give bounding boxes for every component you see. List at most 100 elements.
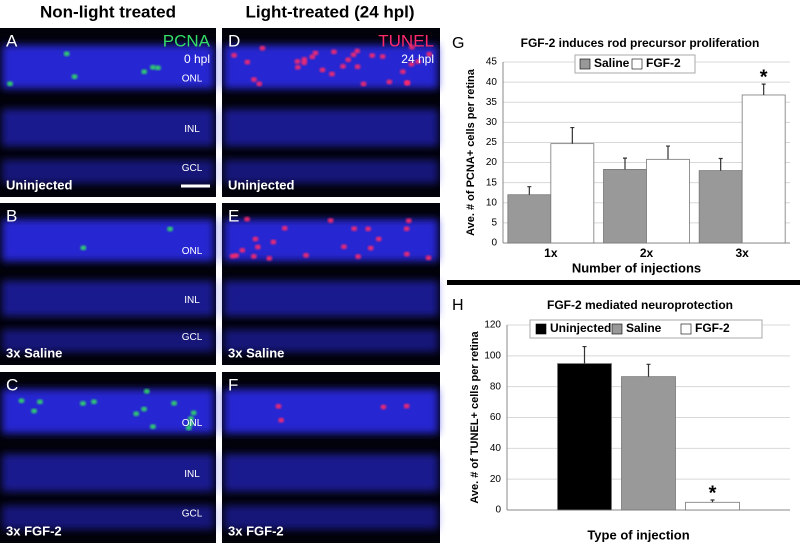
bar [550, 143, 595, 244]
labeled-cell [244, 59, 251, 65]
labeled-cell [141, 69, 148, 75]
y-tick-label: 0 [495, 505, 501, 516]
y-tick-label: 45 [486, 57, 498, 68]
labeled-cell [403, 403, 410, 409]
labeled-cell [7, 81, 14, 87]
labeled-cell [354, 64, 361, 70]
legend-swatch [631, 58, 643, 70]
labeled-cell [303, 252, 310, 258]
labeled-cell [294, 64, 301, 70]
y-tick-label: 25 [486, 137, 498, 148]
legend-label: Saline [626, 321, 662, 335]
condition-label: Uninjected [228, 177, 295, 192]
error-bar [582, 345, 587, 364]
labeled-cell [259, 45, 266, 51]
bar [621, 376, 676, 511]
panel-label: F [228, 375, 238, 394]
labeled-cell [252, 236, 259, 242]
nuclear-layer [2, 389, 214, 434]
layer-label: INL [184, 295, 200, 306]
error-bar [527, 186, 532, 195]
error-bar [646, 363, 651, 377]
labeled-cell [354, 48, 361, 54]
labeled-cell [386, 79, 393, 85]
labeled-cell [294, 58, 301, 64]
labeled-cell [149, 424, 156, 430]
condition-label: 3x FGF-2 [6, 523, 62, 538]
nuclear-layer [224, 329, 438, 353]
nuclear-layer [2, 454, 214, 492]
labeled-cell [141, 406, 148, 412]
labeled-cell [367, 245, 374, 251]
labeled-cell [301, 60, 308, 66]
nuclear-layer [2, 109, 214, 147]
labeled-cell [415, 59, 422, 65]
y-tick-label: 35 [486, 97, 498, 108]
x-axis-label: Number of injections [572, 260, 701, 275]
layer-label: ONL [182, 418, 203, 429]
chart-title: FGF-2 mediated neuroprotection [547, 298, 733, 312]
y-tick-label: 40 [490, 443, 502, 454]
nuclear-layer [2, 44, 214, 89]
labeled-cell [309, 54, 316, 60]
labeled-cell [380, 404, 387, 410]
y-tick-label: 15 [486, 177, 498, 188]
nuclear-layer [224, 280, 438, 317]
labeled-cell [375, 236, 382, 242]
nuclear-layer [2, 329, 214, 353]
labeled-cell [312, 50, 319, 56]
panel-label: D [228, 31, 240, 50]
labeled-cell [340, 244, 347, 250]
labeled-cell [355, 254, 362, 260]
labeled-cell [351, 226, 358, 232]
labeled-cell [369, 53, 376, 59]
legend-label: Saline [594, 56, 630, 70]
condition-label: 3x Saline [6, 345, 62, 360]
condition-label: 3x FGF-2 [228, 523, 284, 538]
bar [698, 170, 743, 244]
labeled-cell [365, 226, 372, 232]
time-label: 0 hpl [184, 52, 210, 66]
layer-label: ONL [182, 73, 203, 84]
labeled-cell [250, 253, 257, 259]
nuclear-layer [224, 454, 438, 492]
labeled-cell [185, 425, 192, 431]
error-bar [623, 157, 627, 170]
nuclear-layer [224, 109, 438, 147]
nuclear-layer [2, 280, 214, 317]
panel-label: A [6, 31, 18, 50]
labeled-cell [187, 421, 194, 427]
y-tick-label: 80 [490, 381, 502, 392]
layer-label: ONL [182, 246, 203, 257]
x-tick-label: 3x [735, 246, 749, 260]
labeled-cell [327, 218, 334, 224]
labeled-cell [275, 403, 282, 409]
labeled-cell [254, 244, 261, 250]
labeled-cell [231, 52, 238, 58]
y-tick-label: 20 [486, 157, 498, 168]
y-axis-label: Ave. # of PCNA+ cells per retina [465, 68, 477, 236]
labeled-cell [133, 411, 140, 417]
labeled-cell [31, 408, 38, 414]
labeled-cell [244, 216, 251, 222]
nuclear-layer [224, 159, 438, 184]
labeled-cell [405, 218, 412, 224]
labeled-cell [345, 57, 352, 63]
labeled-cell [36, 399, 43, 405]
labeled-cell [90, 399, 97, 405]
labeled-cell [233, 253, 240, 259]
x-tick-label: 1x [544, 246, 558, 260]
stain-label: PCNA [163, 31, 211, 50]
panel-label: G [452, 35, 464, 52]
labeled-cell [149, 64, 156, 70]
labeled-cell [256, 81, 263, 87]
y-tick-label: 0 [491, 238, 497, 249]
labeled-cell [266, 255, 273, 261]
column-header: Light-treated (24 hpl) [245, 2, 414, 21]
labeled-cell [319, 67, 326, 73]
labeled-cell [281, 225, 288, 231]
labeled-cell [330, 49, 337, 55]
nuclear-layer [2, 505, 214, 530]
legend-label: FGF-2 [695, 321, 730, 335]
labeled-cell [79, 400, 86, 406]
